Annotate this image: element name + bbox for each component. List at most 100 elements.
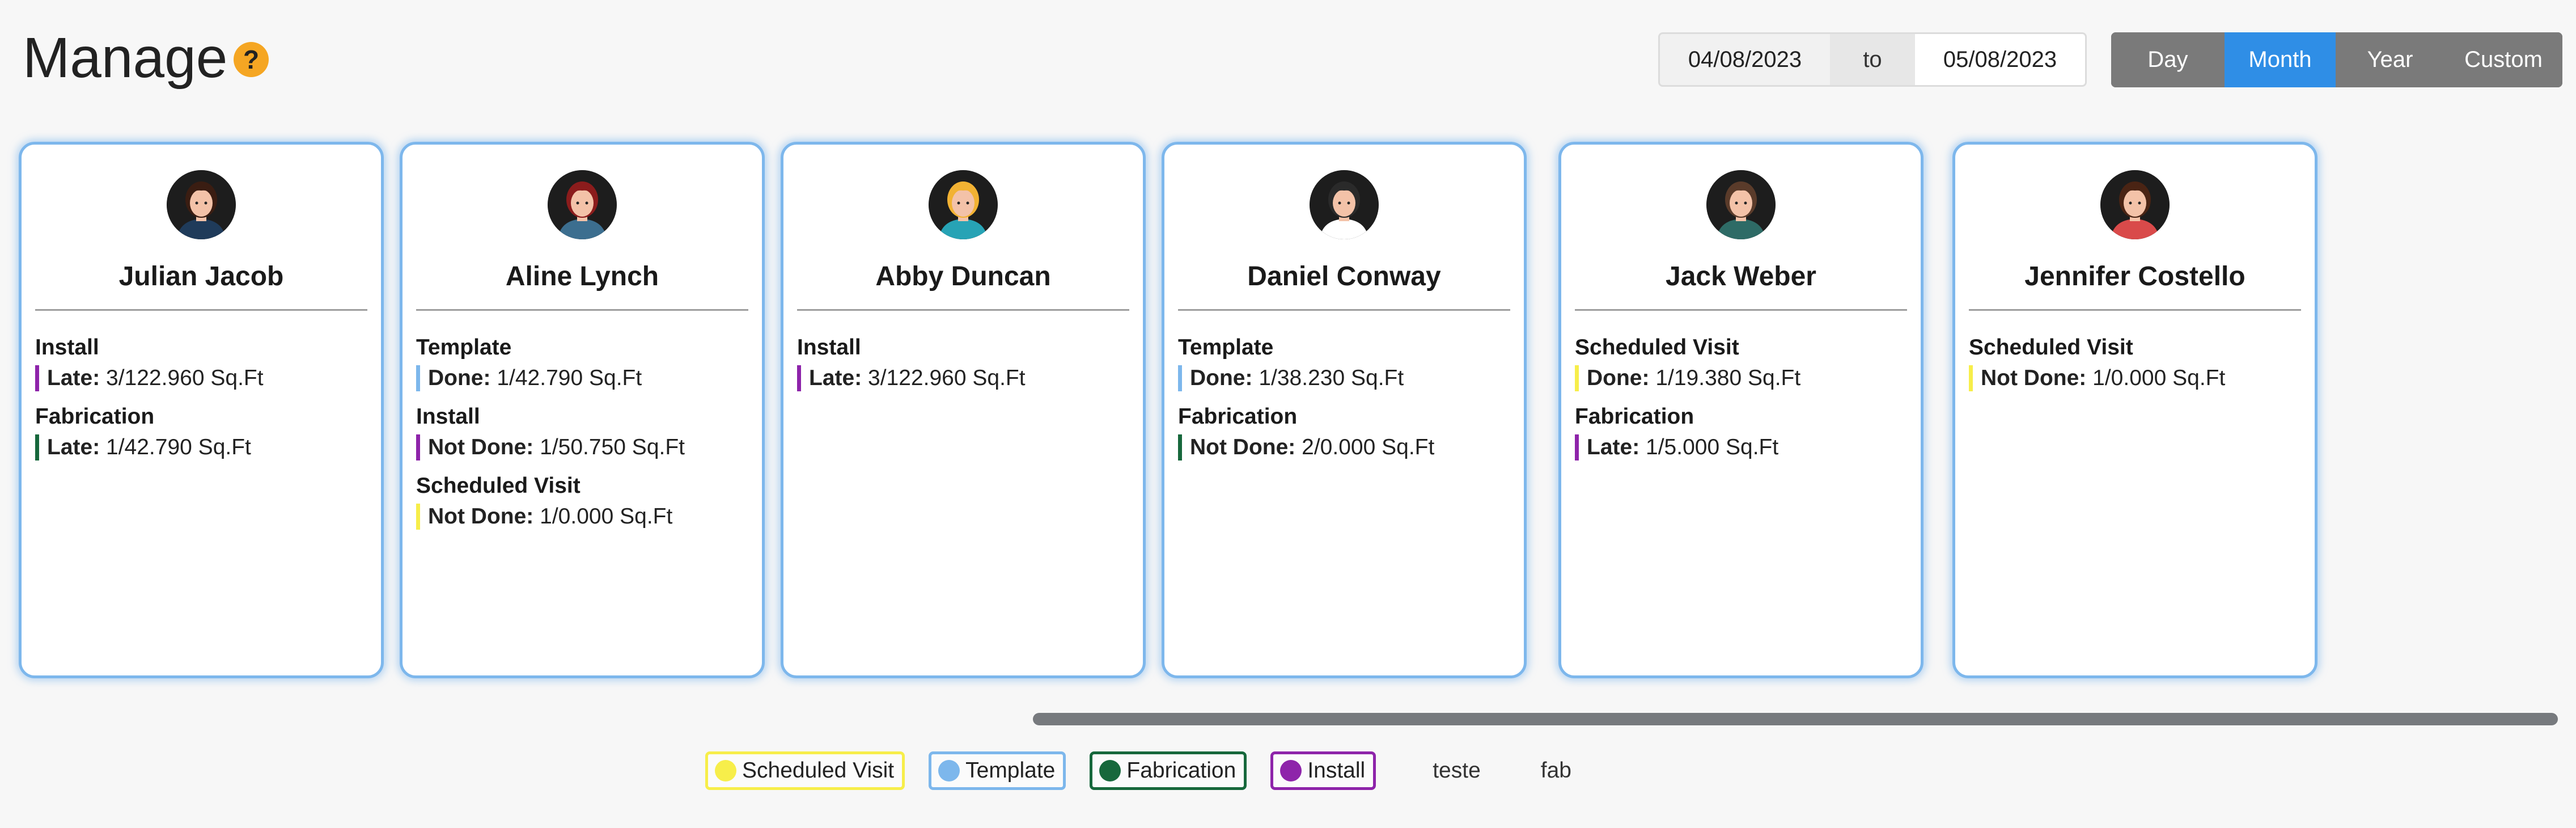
task-list: Template Done: 1/42.790 Sq.Ft Install Not D… bbox=[416, 335, 748, 542]
task-value: 1/38.230 Sq.Ft bbox=[1259, 366, 1404, 390]
legend-dot-icon bbox=[1280, 760, 1302, 781]
legend-dot-icon bbox=[1099, 760, 1121, 781]
range-button-group: Day Month Year Custom bbox=[2111, 32, 2562, 87]
task-list: Install Late: 3/122.960 Sq.Ft bbox=[797, 335, 1129, 404]
task-value: 1/42.790 Sq.Ft bbox=[497, 366, 642, 390]
task-item: Scheduled Visit Not Done: 1/0.000 Sq.Ft bbox=[1969, 335, 2301, 391]
legend-item[interactable]: Fabrication bbox=[1090, 751, 1247, 790]
task-detail: Not Done: 1/0.000 Sq.Ft bbox=[416, 504, 748, 530]
task-item: Install Late: 3/122.960 Sq.Ft bbox=[35, 335, 367, 391]
legend-item-plain[interactable]: fab bbox=[1540, 758, 1571, 783]
task-type: Install bbox=[35, 335, 99, 360]
task-item: Scheduled Visit Done: 1/19.380 Sq.Ft bbox=[1575, 335, 1907, 391]
employee-card[interactable]: Jack Weber Scheduled Visit Done: 1/19.380 … bbox=[1558, 142, 1923, 678]
task-value: 2/0.000 Sq.Ft bbox=[1302, 435, 1435, 459]
task-status: Not Done: bbox=[428, 504, 534, 529]
legend-item-plain[interactable]: teste bbox=[1433, 758, 1481, 783]
task-item: Fabrication Late: 1/42.790 Sq.Ft bbox=[35, 404, 367, 461]
task-value: 1/5.000 Sq.Ft bbox=[1646, 435, 1779, 459]
legend-dot-icon bbox=[715, 760, 736, 781]
employee-name: Daniel Conway bbox=[1247, 261, 1441, 292]
date-to-input[interactable] bbox=[1915, 34, 2085, 85]
task-status: Not Done: bbox=[1190, 435, 1296, 459]
card-divider bbox=[416, 309, 748, 311]
task-detail: Late: 1/5.000 Sq.Ft bbox=[1575, 434, 1907, 461]
avatar-female-red-hair-icon bbox=[548, 170, 617, 239]
scrollbar-thumb[interactable] bbox=[1033, 713, 2558, 725]
page-title: Manage bbox=[23, 26, 228, 90]
legend-dot-icon bbox=[938, 760, 960, 781]
date-from-input[interactable] bbox=[1660, 34, 1830, 85]
horizontal-scrollbar[interactable] bbox=[1033, 713, 2558, 725]
legend-label: Install bbox=[1307, 758, 1366, 783]
avatar-female-blonde-hair-icon bbox=[929, 170, 998, 239]
employee-card[interactable]: Julian Jacob Install Late: 3/122.960 Sq.Ft… bbox=[19, 142, 384, 678]
task-type: Install bbox=[416, 404, 480, 429]
range-button-year[interactable]: Year bbox=[2336, 32, 2444, 87]
employee-card[interactable]: Aline Lynch Template Done: 1/42.790 Sq.Ft I… bbox=[400, 142, 765, 678]
task-type: Scheduled Visit bbox=[416, 474, 581, 498]
task-value: 1/0.000 Sq.Ft bbox=[2092, 366, 2226, 390]
employee-name: Abby Duncan bbox=[875, 261, 1051, 292]
task-detail: Late: 3/122.960 Sq.Ft bbox=[797, 365, 1129, 391]
card-divider bbox=[1575, 309, 1907, 311]
range-button-day[interactable]: Day bbox=[2111, 32, 2225, 87]
task-detail: Late: 3/122.960 Sq.Ft bbox=[35, 365, 367, 391]
employee-card[interactable]: Jennifer Costello Scheduled Visit Not Done… bbox=[1952, 142, 2317, 678]
task-list: Scheduled Visit Done: 1/19.380 Sq.Ft Fabri… bbox=[1575, 335, 1907, 473]
task-item: Scheduled Visit Not Done: 1/0.000 Sq.Ft bbox=[416, 473, 748, 530]
task-status: Not Done: bbox=[428, 435, 534, 459]
avatar-male-beard-icon bbox=[1310, 170, 1379, 239]
legend-item[interactable]: Template bbox=[929, 751, 1066, 790]
task-status: Late: bbox=[47, 435, 100, 459]
task-status: Late: bbox=[1587, 435, 1640, 459]
task-detail: Late: 1/42.790 Sq.Ft bbox=[35, 434, 367, 461]
task-detail: Not Done: 1/0.000 Sq.Ft bbox=[1969, 365, 2301, 391]
legend-item[interactable]: Scheduled Visit bbox=[705, 751, 905, 790]
task-value: 3/122.960 Sq.Ft bbox=[106, 366, 264, 390]
legend-label: Template bbox=[965, 758, 1056, 783]
task-detail: Not Done: 2/0.000 Sq.Ft bbox=[1178, 434, 1510, 461]
avatar-male-bald-beard-icon bbox=[1706, 170, 1776, 239]
range-button-month[interactable]: Month bbox=[2225, 32, 2336, 87]
task-item: Fabrication Late: 1/5.000 Sq.Ft bbox=[1575, 404, 1907, 461]
employee-name: Aline Lynch bbox=[505, 261, 659, 292]
task-type: Template bbox=[1178, 335, 1274, 360]
task-type: Scheduled Visit bbox=[1969, 335, 2133, 360]
task-list: Scheduled Visit Not Done: 1/0.000 Sq.Ft bbox=[1969, 335, 2301, 404]
avatar-female-dark-hair-icon bbox=[167, 170, 236, 239]
employee-name: Jack Weber bbox=[1666, 261, 1816, 292]
employee-card[interactable]: Daniel Conway Template Done: 1/38.230 Sq.F… bbox=[1162, 142, 1527, 678]
legend-label: Scheduled Visit bbox=[742, 758, 895, 783]
task-type: Install bbox=[797, 335, 861, 360]
task-detail: Done: 1/42.790 Sq.Ft bbox=[416, 365, 748, 391]
employee-card[interactable]: Abby Duncan Install Late: 3/122.960 Sq.Ft bbox=[781, 142, 1146, 678]
date-range-picker: to bbox=[1658, 32, 2087, 87]
task-value: 3/122.960 Sq.Ft bbox=[868, 366, 1026, 390]
task-status: Done: bbox=[1587, 366, 1650, 390]
task-type: Template bbox=[416, 335, 512, 360]
task-status: Late: bbox=[809, 366, 862, 390]
date-range-separator: to bbox=[1863, 47, 1882, 72]
range-button-custom[interactable]: Custom bbox=[2444, 32, 2562, 87]
task-item: Install Not Done: 1/50.750 Sq.Ft bbox=[416, 404, 748, 461]
task-detail: Done: 1/19.380 Sq.Ft bbox=[1575, 365, 1907, 391]
task-item: Template Done: 1/38.230 Sq.Ft bbox=[1178, 335, 1510, 391]
task-detail: Not Done: 1/50.750 Sq.Ft bbox=[416, 434, 748, 461]
task-status: Not Done: bbox=[1981, 366, 2087, 390]
card-divider bbox=[35, 309, 367, 311]
legend-label: Fabrication bbox=[1126, 758, 1236, 783]
task-type: Fabrication bbox=[1178, 404, 1298, 429]
task-type: Fabrication bbox=[1575, 404, 1694, 429]
task-status: Done: bbox=[1190, 366, 1253, 390]
task-item: Template Done: 1/42.790 Sq.Ft bbox=[416, 335, 748, 391]
task-detail: Done: 1/38.230 Sq.Ft bbox=[1178, 365, 1510, 391]
legend-item[interactable]: Install bbox=[1270, 751, 1376, 790]
help-icon[interactable]: ? bbox=[234, 42, 269, 77]
task-status: Late: bbox=[47, 366, 100, 390]
task-value: 1/42.790 Sq.Ft bbox=[106, 435, 251, 459]
task-list: Template Done: 1/38.230 Sq.Ft Fabrication N… bbox=[1178, 335, 1510, 473]
employee-name: Jennifer Costello bbox=[2024, 261, 2245, 292]
task-value: 1/19.380 Sq.Ft bbox=[1655, 366, 1801, 390]
task-item: Fabrication Not Done: 2/0.000 Sq.Ft bbox=[1178, 404, 1510, 461]
